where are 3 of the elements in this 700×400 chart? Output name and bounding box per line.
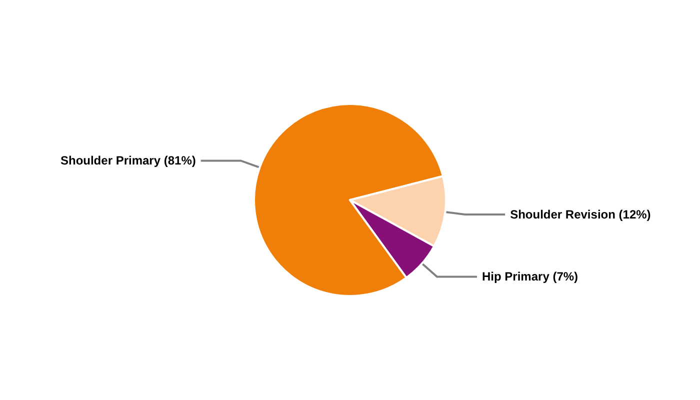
- slice-label: Hip Primary (7%): [482, 270, 578, 284]
- slice-label: Shoulder Primary (81%): [60, 154, 196, 168]
- slice-label: Shoulder Revision (12%): [510, 208, 651, 222]
